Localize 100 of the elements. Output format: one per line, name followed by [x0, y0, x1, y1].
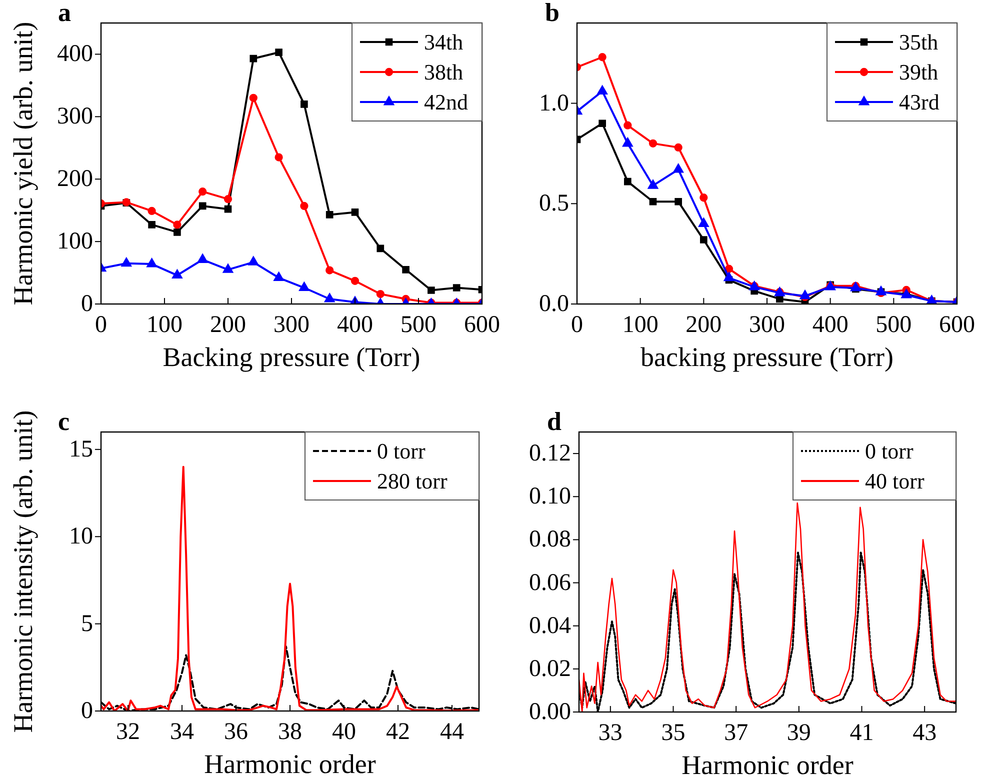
point — [700, 236, 708, 244]
point — [121, 257, 132, 267]
legend-label: 35th — [899, 30, 938, 54]
x-tick-label: 400 — [337, 312, 373, 338]
x-tick-label: 38 — [278, 719, 302, 745]
y-tick-label: 0.04 — [529, 612, 571, 639]
point — [673, 163, 684, 173]
y-axis-title: Harmonic yield (arb. unit) — [8, 22, 38, 306]
x-tick-label: 41 — [850, 720, 874, 746]
point — [197, 254, 208, 263]
x-tick-label: 600 — [464, 312, 500, 338]
legend-label: 38th — [424, 60, 464, 84]
point — [326, 211, 334, 218]
point — [776, 295, 784, 303]
x-tick-label: 37 — [724, 720, 748, 746]
x-tick-label: 33 — [598, 720, 622, 746]
y-tick-label: 400 — [57, 41, 93, 68]
point — [250, 54, 258, 62]
x-tick-label: 600 — [939, 312, 975, 338]
point — [376, 244, 384, 252]
point — [273, 272, 284, 282]
point — [597, 85, 608, 95]
x-tick-label: 35 — [661, 720, 686, 746]
point — [452, 284, 460, 292]
point — [248, 256, 259, 266]
x-tick-label: 36 — [224, 719, 248, 745]
y-tick-label: 0 — [81, 291, 93, 317]
x-tick-label: 500 — [400, 312, 436, 338]
y-tick-label: 10 — [69, 524, 93, 550]
chart-title: c — [58, 407, 70, 436]
y-tick-label: 0.08 — [529, 526, 571, 553]
x-tick-label: 39 — [786, 720, 811, 746]
legend-label: 43rd — [899, 90, 940, 114]
legend-label: 280 torr — [377, 468, 448, 494]
x-tick-label: 43 — [912, 720, 937, 746]
y-tick-label: 0.02 — [529, 656, 571, 682]
line-series — [579, 502, 956, 712]
y-tick-label: 0.5 — [539, 190, 569, 217]
y-tick-label: 0.0 — [539, 291, 569, 317]
x-tick-label: 300 — [749, 312, 785, 338]
x-tick-label: 400 — [812, 312, 848, 338]
point — [174, 228, 181, 236]
point — [148, 221, 156, 228]
point — [674, 198, 682, 206]
point — [298, 282, 310, 292]
chart-title: a — [58, 0, 71, 27]
y-tick-label: 0 — [81, 698, 93, 724]
y-tick-label: 0.06 — [529, 570, 571, 596]
x-axis-title: Harmonic order — [682, 750, 854, 780]
legend-label: 42nd — [424, 90, 468, 114]
point — [275, 48, 282, 56]
point — [622, 137, 633, 147]
y-tick-label: 300 — [57, 104, 93, 130]
x-tick-label: 100 — [146, 312, 182, 338]
line-series — [101, 466, 479, 711]
point — [148, 206, 156, 216]
y-tick-label: 5 — [81, 610, 93, 637]
y-tick-label: 100 — [57, 228, 93, 255]
point — [674, 143, 682, 152]
point — [324, 292, 335, 302]
point — [700, 194, 708, 202]
point — [198, 202, 206, 210]
point — [274, 153, 283, 162]
x-tick-label: 200 — [210, 312, 246, 338]
point — [300, 100, 308, 108]
point — [224, 195, 232, 204]
point — [598, 120, 606, 128]
chart-title: b — [545, 0, 560, 27]
y-axis-title: Harmonic intensity (arb. unit) — [8, 410, 38, 733]
point — [698, 218, 709, 227]
point — [649, 198, 657, 206]
point — [624, 121, 632, 130]
x-axis-title: backing pressure (Torr) — [640, 342, 894, 372]
y-tick-label: 0.00 — [529, 699, 571, 725]
chart-title: d — [547, 407, 562, 436]
point — [724, 272, 734, 282]
legend-label: 39th — [899, 60, 938, 84]
y-tick-label: 200 — [57, 166, 93, 192]
x-axis-title: Backing pressure (Torr) — [162, 342, 420, 372]
x-tick-label: 32 — [116, 719, 140, 745]
x-tick-label: 44 — [440, 719, 464, 745]
legend-label: 40 torr — [865, 468, 925, 494]
point — [326, 266, 334, 274]
point — [146, 258, 158, 268]
y-tick-label: 1.0 — [539, 90, 569, 116]
point — [428, 286, 435, 294]
x-tick-label: 100 — [622, 312, 658, 338]
legend-label: 0 torr — [865, 438, 914, 464]
x-tick-label: 500 — [876, 312, 912, 338]
point — [172, 269, 183, 279]
point — [351, 208, 359, 216]
legend-label: 34th — [424, 30, 464, 54]
point — [624, 178, 632, 186]
point — [224, 205, 232, 213]
y-tick-label: 15 — [69, 436, 93, 462]
point — [300, 202, 308, 210]
point — [402, 266, 410, 274]
x-axis-title: Harmonic order — [204, 749, 376, 779]
x-tick-label: 200 — [686, 312, 722, 338]
point — [648, 139, 658, 148]
